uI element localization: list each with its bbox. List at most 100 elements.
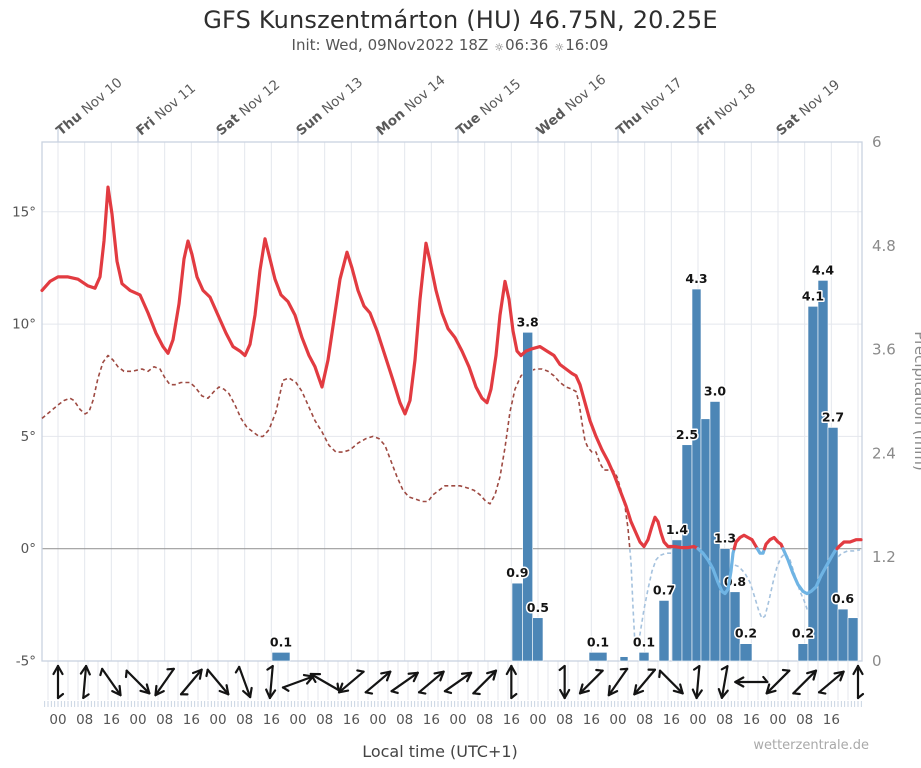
precip-bar [700,418,711,662]
x-tick-label: 00 [769,712,786,728]
precip-value-label: 0.5 [527,600,549,615]
wind-arrow [607,667,629,697]
wind-arrow [390,671,419,695]
x-tick-label: 08 [636,712,653,728]
x-tick-label: 16 [823,712,840,728]
right-tick-label: 4.8 [872,237,896,255]
plot-frame [41,141,863,662]
x-tick-label: 08 [316,712,333,728]
page-title: GFS Kunszentmárton (HU) 46.75N, 20.25E [203,6,718,34]
sunset-icon: ☼ [554,41,565,54]
precip-bar [671,539,683,662]
wind-arrow [817,670,845,695]
x-tick-label: 16 [583,712,600,728]
wind-arrow [337,669,365,694]
precip-bar [638,652,650,662]
day-label: Thu Nov 17 [613,75,685,139]
x-tick-label: 16 [263,712,280,728]
wind-arrows [52,664,865,700]
precip-value-label: 0.2 [735,626,757,641]
wind-arrow [578,668,604,695]
x-tick-label: 16 [183,712,200,728]
right-tick-label: 0 [872,652,882,670]
wind-arrow [234,665,253,699]
temperature-segment [40,185,700,551]
wind-arrow [52,664,65,700]
x-tick-label: 16 [743,712,760,728]
wind-arrow [852,664,865,700]
wind-arrow [417,670,445,695]
x-tick-label: 08 [76,712,93,728]
precip-bar-labels: 0.10.93.80.50.1 0.10.71.42.54.33.01.30.80… [268,261,855,651]
right-tick-label: 1.2 [872,548,896,566]
x-tick-label: 08 [796,712,813,728]
precip-value-label: 2.5 [676,427,698,442]
precip-bar [691,288,702,662]
wind-arrow [658,669,684,695]
left-tick-label: 10° [12,317,36,333]
day-label: Mon Nov 14 [373,72,448,139]
x-tick-labels: 00 08 16 00 08 16 00 08 16 00 08 16 00 08 16 00 08 16 00 08… [49,712,840,728]
x-tick-label: 00 [689,712,706,728]
left-tick-label: 15° [12,204,36,220]
precip-value-label: 0.2 [792,626,814,641]
temperature-line [40,185,863,596]
sunrise-icon: ☼ [494,41,505,54]
wind-arrow [691,664,703,700]
precip-value-label: 0.1 [633,634,655,649]
precip-value-label: 4.4 [812,262,834,277]
temperature-segment [755,547,767,555]
precip-value-label: 0.6 [832,591,854,606]
wind-arrow [734,675,769,688]
watermark: wetterzentrale.de [753,738,869,753]
init-subtitle: Init: Wed, 09Nov2022 18Z ☼06:36 ☼16:09 [0,36,900,54]
wind-arrow [79,664,91,700]
x-axis-title: Local time (UTC+1) [362,742,518,761]
x-tick-label: 00 [49,712,66,728]
wind-arrow [765,668,791,695]
x-tick-label: 08 [396,712,413,728]
wind-arrow [154,667,175,697]
precip-bar [807,306,819,662]
temperature-segment [696,547,736,596]
left-tick-label: 0° [21,541,36,557]
y-axis-right: 0 1.2 2.4 3.6 4.8 6 [872,133,896,670]
dewpoint-segment [41,354,631,549]
temperature-segment [762,535,785,551]
wind-arrow [179,668,203,696]
x-tick-label: 16 [103,712,120,728]
wind-arrow [205,668,230,696]
precip-bar [658,600,670,662]
precip-bar [532,617,544,662]
x-tick-label: 16 [663,712,680,728]
precip-value-label: 4.1 [802,288,824,303]
x-tick-label: 00 [129,712,146,728]
wind-arrow [265,664,277,700]
precip-value-label: 0.1 [587,634,609,649]
wind-arrow [99,667,122,697]
precip-value-label: 1.3 [714,531,736,546]
x-tick-label: 08 [476,712,493,728]
precip-value-label: 1.4 [666,522,688,537]
wind-arrow [309,672,340,692]
precip-bar [709,401,721,662]
precip-bar [729,591,741,662]
left-tick-label: 5° [21,429,36,445]
precip-bar [719,548,731,662]
precip-bar [522,331,533,662]
x-tick-label: 00 [289,712,306,728]
sunrise-time: 06:36 [505,36,549,54]
day-label: Wed Nov 16 [533,72,609,139]
x-tick-label: 16 [503,712,520,728]
precip-bar [271,652,291,662]
wind-arrow [364,670,392,695]
precip-value-label: 0.9 [506,565,528,580]
day-label: Thu Nov 10 [53,75,125,139]
precip-value-label: 4.3 [685,271,707,286]
x-tick-label: 16 [423,712,440,728]
x-tick-label: 00 [369,712,386,728]
precip-value-label: 0.1 [270,634,292,649]
precip-bar [681,444,693,662]
